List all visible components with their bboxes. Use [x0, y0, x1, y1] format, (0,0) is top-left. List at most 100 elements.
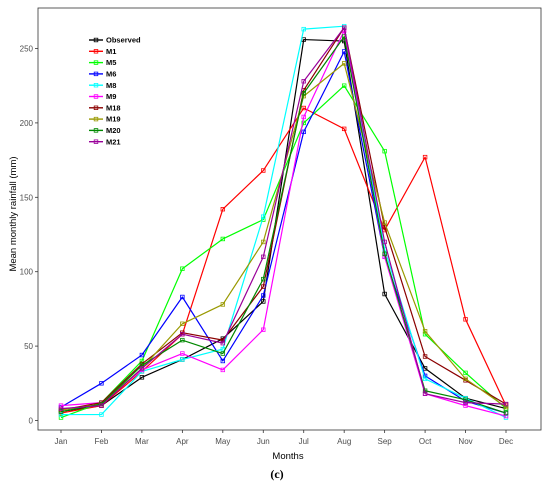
data-point — [180, 357, 185, 362]
series-line-m1 — [60, 107, 507, 414]
data-point — [99, 381, 104, 386]
legend-marker — [93, 49, 99, 54]
data-point — [341, 49, 347, 54]
x-tick-label: Aug — [337, 437, 351, 446]
data-point — [422, 376, 428, 382]
legend-marker — [93, 94, 99, 99]
x-tick-label: May — [215, 437, 230, 446]
data-point — [139, 358, 145, 364]
legend: Observed M1 M5 M6 M8 M9 M18 M19 M20 M21 — [89, 36, 141, 146]
legend-marker — [93, 116, 99, 122]
x-tick-label: Dec — [499, 437, 513, 446]
data-point — [180, 331, 185, 337]
y-tick-label: 250 — [20, 45, 34, 54]
data-point — [463, 317, 468, 322]
legend-item: M20 — [89, 126, 121, 135]
legend-label: M1 — [106, 47, 116, 56]
legend-marker — [93, 60, 99, 65]
data-point — [180, 294, 185, 300]
data-point — [261, 276, 266, 282]
data-point — [503, 404, 509, 410]
data-point — [382, 251, 387, 257]
legend-label: M9 — [106, 92, 116, 101]
data-point — [341, 126, 347, 132]
data-point — [382, 148, 387, 154]
data-point — [382, 291, 387, 297]
series-line-m21 — [60, 27, 507, 410]
x-tick-label: Jan — [55, 437, 68, 446]
series-line-m8 — [61, 25, 507, 419]
plot-panel — [37, 7, 542, 431]
x-tick-label: Mar — [135, 437, 149, 446]
legend-marker — [93, 139, 99, 144]
legend-item: M9 — [89, 92, 116, 101]
legend-marker — [93, 37, 99, 43]
x-tick-label: Apr — [176, 437, 189, 446]
data-point — [180, 321, 185, 326]
y-axis: 0 50 100 150 200 250 — [20, 45, 38, 426]
series-m21 — [58, 25, 509, 411]
data-point — [220, 340, 226, 346]
data-point — [261, 239, 266, 245]
y-tick-label: 0 — [29, 417, 34, 426]
data-point — [220, 367, 226, 373]
data-point — [58, 403, 64, 408]
series-layer — [58, 23, 509, 420]
data-point — [463, 397, 468, 402]
data-point — [503, 410, 509, 416]
data-point — [261, 254, 266, 260]
legend-item: M8 — [89, 81, 116, 90]
data-point — [422, 329, 428, 334]
x-tick-label: Nov — [458, 437, 472, 446]
data-point — [341, 61, 347, 66]
data-point — [180, 337, 185, 343]
legend-label: M6 — [106, 70, 116, 79]
data-point — [261, 293, 266, 298]
legend-marker — [93, 128, 99, 133]
data-point — [301, 114, 306, 120]
data-point — [382, 220, 387, 225]
data-point — [220, 207, 226, 212]
x-axis-title: Months — [272, 451, 303, 462]
data-point — [139, 366, 145, 371]
legend-label: M21 — [106, 137, 121, 146]
data-point — [341, 83, 347, 88]
x-tick-label: Oct — [419, 437, 432, 446]
data-point — [422, 366, 428, 371]
data-point — [220, 358, 226, 364]
data-point — [503, 413, 509, 419]
data-point — [220, 351, 226, 356]
data-point — [261, 299, 266, 304]
data-point — [58, 412, 64, 417]
data-point — [341, 25, 347, 30]
data-point — [382, 239, 387, 245]
data-point — [58, 415, 64, 420]
data-point — [99, 403, 104, 408]
legend-label: M19 — [106, 115, 121, 124]
y-tick-label: 100 — [20, 268, 34, 277]
x-tick-label: Feb — [95, 437, 109, 446]
legend-marker — [93, 83, 99, 88]
data-point — [261, 168, 266, 173]
data-point — [422, 154, 428, 160]
data-point — [463, 400, 468, 405]
y-tick-label: 200 — [20, 119, 34, 128]
data-point — [503, 401, 509, 407]
series-line-m20 — [60, 35, 507, 414]
data-point — [180, 351, 185, 356]
y-axis-title: Mean monthly rainfall (mm) — [8, 156, 19, 271]
legend-item: M19 — [89, 115, 121, 124]
x-axis: Jan Feb Mar Apr May Jun Jul Aug Sep Oct Nov Dec — [55, 430, 513, 446]
data-point — [463, 376, 468, 382]
data-point — [139, 363, 145, 368]
legend-marker — [93, 71, 99, 77]
legend-label: M20 — [106, 126, 121, 135]
data-point — [261, 284, 266, 289]
data-point — [99, 412, 104, 417]
data-point — [220, 302, 226, 307]
data-point — [301, 120, 306, 126]
x-tick-label: Jul — [299, 437, 309, 446]
panel-label: (c) — [270, 467, 283, 481]
legend-label: M5 — [106, 58, 116, 67]
